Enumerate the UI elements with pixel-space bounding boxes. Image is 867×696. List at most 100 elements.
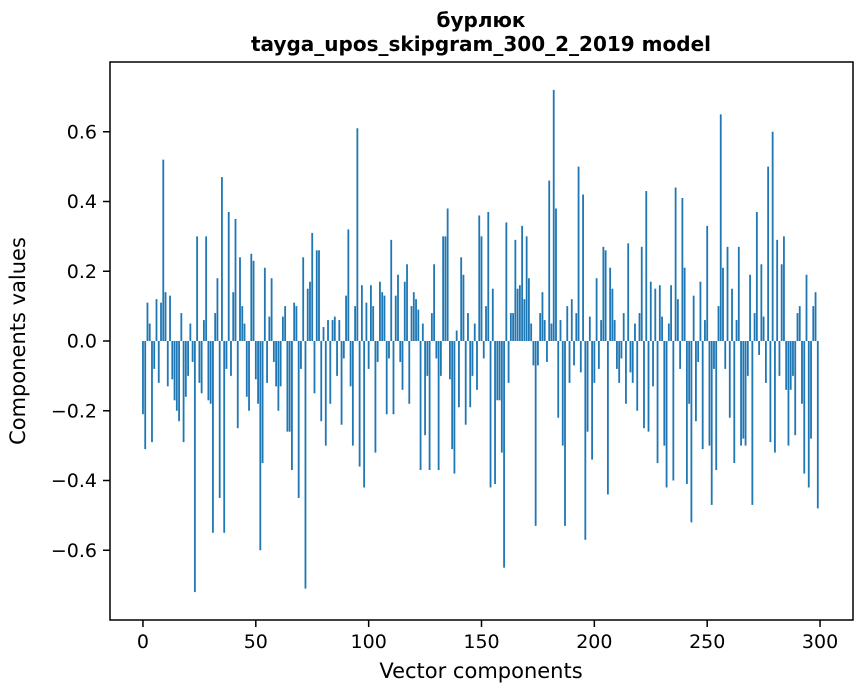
- bar: [645, 191, 648, 341]
- bar: [595, 278, 598, 341]
- bar: [324, 341, 327, 446]
- bar: [142, 341, 144, 415]
- bar: [543, 320, 546, 341]
- bar: [527, 278, 530, 341]
- bar: [412, 292, 415, 342]
- bar: [288, 341, 291, 432]
- bar: [236, 341, 239, 429]
- bar: [171, 341, 174, 380]
- bar: [424, 341, 426, 436]
- bar: [801, 341, 803, 404]
- bar: [458, 341, 460, 408]
- bar: [180, 313, 183, 341]
- bar: [577, 166, 580, 342]
- bar: [304, 341, 307, 589]
- bar: [656, 341, 659, 464]
- bar: [439, 341, 442, 376]
- bar: [187, 341, 189, 376]
- bar: [320, 341, 323, 422]
- bar: [394, 295, 397, 341]
- bar: [764, 341, 767, 383]
- bar: [370, 285, 372, 341]
- y-axis-ticks: 0.6 0.4 0.2 0.0 −0.2 −0.4 −0.6: [51, 121, 110, 562]
- bar: [663, 341, 666, 446]
- bar: [509, 313, 512, 341]
- y-axis-label: Components values: [6, 237, 30, 445]
- bar: [726, 246, 729, 341]
- bar: [672, 341, 675, 481]
- bar: [291, 341, 293, 471]
- bar: [778, 341, 781, 376]
- bar: [620, 341, 623, 359]
- bar: [541, 292, 544, 342]
- bar: [202, 320, 205, 341]
- bar: [514, 239, 517, 341]
- bar: [489, 341, 492, 488]
- chart-subtitle: tayga_upos_skipgram_300_2_2019 model: [251, 32, 711, 56]
- bar: [277, 341, 280, 411]
- bar: [281, 316, 284, 341]
- bar: [699, 281, 702, 341]
- bar: [300, 341, 302, 369]
- bar: [241, 306, 244, 342]
- bar: [437, 341, 440, 471]
- x-tick-label: 150: [463, 631, 499, 653]
- bar: [367, 341, 370, 369]
- bar: [248, 341, 250, 411]
- bar: [295, 306, 298, 342]
- bar: [503, 341, 505, 568]
- bar: [555, 208, 557, 341]
- bar: [257, 341, 259, 404]
- bar: [622, 313, 625, 341]
- bar: [498, 341, 501, 401]
- bar: [575, 313, 578, 341]
- bar: [196, 236, 199, 342]
- bar: [342, 341, 345, 359]
- bar: [449, 341, 451, 380]
- bar: [279, 341, 282, 387]
- bar: [760, 264, 763, 341]
- bar: [640, 246, 643, 341]
- bar: [318, 250, 320, 341]
- bar: [552, 89, 555, 342]
- bar: [810, 341, 812, 439]
- bar: [245, 341, 248, 397]
- bar: [397, 274, 399, 341]
- bar: [807, 341, 810, 488]
- bar: [189, 323, 192, 341]
- bar: [250, 253, 253, 341]
- bar: [780, 264, 783, 341]
- bar: [184, 341, 187, 397]
- bar: [385, 341, 388, 415]
- bar: [169, 295, 171, 341]
- bar: [534, 341, 537, 526]
- bar: [399, 341, 402, 362]
- bar: [609, 267, 612, 341]
- bar: [582, 194, 584, 341]
- bar: [769, 341, 772, 443]
- bar: [442, 236, 445, 342]
- bar: [234, 218, 237, 341]
- x-tick-label: 100: [351, 631, 387, 653]
- bar: [306, 288, 309, 341]
- bar: [209, 341, 212, 404]
- bar: [697, 341, 700, 362]
- bar: [426, 341, 429, 376]
- bar: [491, 288, 494, 341]
- x-tick-label: 250: [689, 631, 725, 653]
- bar: [629, 341, 632, 373]
- bar: [523, 299, 526, 341]
- bar: [812, 306, 815, 342]
- bar: [713, 341, 715, 369]
- bar: [376, 341, 379, 362]
- bar: [223, 341, 226, 533]
- bar: [401, 341, 404, 390]
- bar: [358, 341, 361, 467]
- bar: [216, 278, 219, 341]
- bar: [706, 225, 709, 341]
- bar: [611, 288, 614, 341]
- bar: [516, 288, 519, 341]
- bar: [740, 341, 742, 446]
- bar: [453, 341, 456, 474]
